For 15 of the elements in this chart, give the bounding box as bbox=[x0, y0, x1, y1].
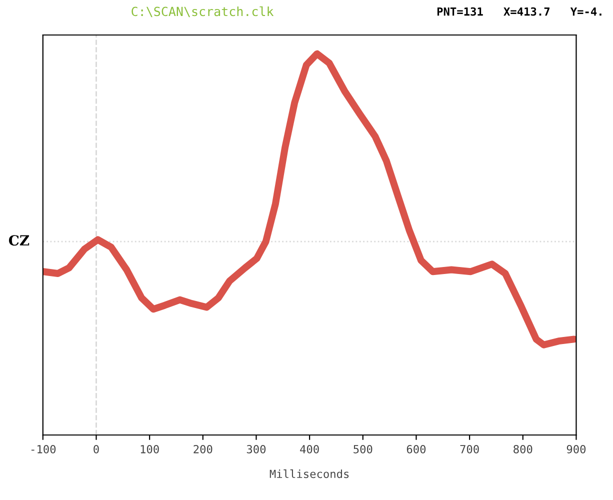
x-tick-label: 300 bbox=[246, 444, 266, 454]
x-tick-label: 800 bbox=[514, 444, 532, 454]
x-tick-label: 600 bbox=[406, 444, 426, 454]
ref-line-label: CZ bbox=[8, 235, 30, 246]
text: PNT=131 X=413.7 Y=-4. bbox=[437, 7, 602, 16]
x-tick-label: 400 bbox=[300, 444, 319, 454]
x-tick-label: 500 bbox=[354, 444, 372, 454]
x-tick-label: 100 bbox=[140, 444, 159, 454]
x-tick-label: -100 bbox=[31, 444, 56, 454]
x-tick-label: 200 bbox=[194, 444, 212, 454]
x-tick-label: 700 bbox=[460, 444, 479, 454]
x-tick-label: 900 bbox=[566, 444, 586, 454]
x-axis-title: Milliseconds bbox=[270, 469, 349, 478]
x-tick-label: 0 bbox=[94, 444, 99, 454]
chart-title: C:\SCAN\scratch.clk bbox=[132, 6, 274, 18]
